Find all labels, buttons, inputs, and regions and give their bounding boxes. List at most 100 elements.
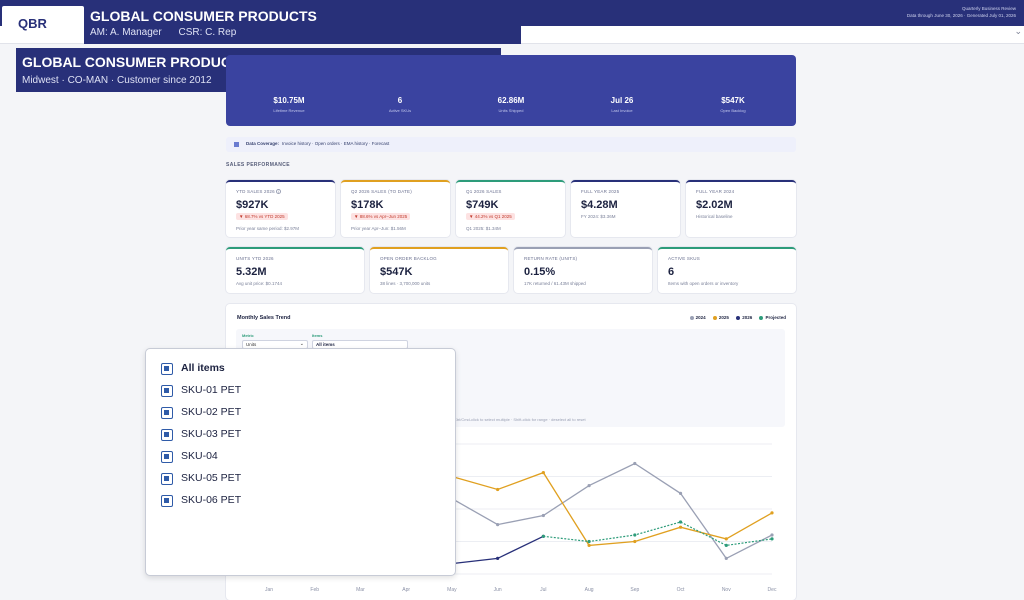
kpi-note: Items with open orders or inventory [668,281,739,286]
hero-stat: $547K Open Backlog [683,96,783,113]
kpi-label: Q1 2026 SALES [466,189,502,194]
customer-meta: Midwest · CO-MAN · Customer since 2012 [22,75,212,86]
chart-legend: 2024 2025 2026 Projected [684,315,786,320]
data-point [770,533,774,537]
hero-stat-value: Jul 26 [610,96,634,105]
customer-service-rep: CSR: C. Rep [178,27,237,38]
series-line-2024 [451,462,773,560]
hero-stat-value: $10.75M [273,96,305,105]
info-icon [234,142,239,147]
kpi-change-badge: ▼ 44.2% vs Q1 2025 [466,213,515,220]
x-tick-label: Mar [356,587,365,593]
data-point [541,534,545,538]
header-title: GLOBAL CONSUMER PRODUCTS [90,8,317,24]
data-point [541,471,545,475]
kpi-note: Historical baseline [696,214,733,219]
data-through: Data through June 30, 2026 · Generated J… [906,13,1016,18]
kpi-value: 5.32M [236,266,267,278]
hero-stat-label: Open Backlog [720,108,746,113]
kpi-value: $547K [380,266,413,278]
kpi-note: 38 lines · 3,700,000 units [380,281,431,286]
kpi-label: Q2 2026 SALES (TO DATE) [351,189,412,194]
data-point [496,556,500,560]
data-point [587,543,591,547]
kpi-value: 0.15% [524,266,556,278]
x-tick-label: Jun [494,587,502,593]
kpi-note: Q1 2025: $1.34M [466,226,501,231]
kpi-value: $178K [351,199,384,211]
data-point [724,556,728,560]
kpi-card: UNITS YTD 2026 5.32M Avg unit price: $0.… [226,247,364,293]
kpi-card: OPEN ORDER BACKLOG $547K 38 lines · 3,70… [370,247,508,293]
legend-item-2024[interactable]: 2024 [689,315,706,320]
kpi-card: Q2 2026 SALES (TO DATE) $178K ▼ 88.6% vs… [341,180,450,237]
checkbox-checked-icon[interactable] [161,495,173,507]
x-tick-label: Jul [540,587,546,593]
kpi-change-badge: ▼ 68.7% vs YTD 2025 [236,213,288,220]
data-point [678,491,683,495]
option-label: SKU-06 PET [181,494,242,506]
items-multiselect-value: All items [316,342,335,347]
report-meta: Quarterly Business Review Data through J… [907,5,1016,19]
legend-item-projected[interactable]: Projected [759,315,786,320]
hero-stat: 6 Active SKUs [350,96,450,113]
kpi-note: Prior year Apr–Jun: $1.56M [351,226,406,231]
metric-label: Metric [242,333,254,338]
hero-stat-label: Lifetime Revenue [273,108,305,113]
data-point [633,533,637,537]
x-tick-label: Nov [722,587,731,593]
legend-item-2025[interactable]: 2025 [712,315,729,320]
customer-name: GLOBAL CONSUMER PRODUCTS [22,54,249,70]
kpi-note: 17K returned / 61.43M shipped [524,281,586,286]
items-label: Items [312,333,323,338]
data-point [770,511,774,515]
chart-title: Monthly Sales Trend [237,315,291,321]
kpi-label-text: YTD SALES 2026 [236,189,275,194]
hero-stat: $10.75M Lifetime Revenue [239,96,339,113]
checkbox-checked-icon[interactable] [161,407,173,419]
kpi-card: Q1 2026 SALES $749K ▼ 44.2% vs Q1 2025 Q… [456,180,565,237]
hero-stat-label: Active SKUs [388,108,412,113]
data-point [496,487,500,492]
kpi-note: Avg unit price: $0.1744 [236,281,282,286]
kpi-value: $749K [466,199,499,211]
kpi-label: FULL YEAR 2024 [696,189,735,194]
checkbox-checked-icon[interactable] [161,451,173,463]
legend-item-2026[interactable]: 2026 [736,315,752,320]
hero-stat: Jul 26 Last Invoice [572,96,672,113]
data-coverage-banner: Data Coverage: Invoice history · Open ord… [226,137,796,152]
option-label: SKU-03 PET [181,428,242,440]
data-point [633,461,637,466]
data-point [770,537,774,541]
header-panel: GLOBAL CONSUMER PRODUCTS AM: A. Manager … [84,0,521,44]
series-line-projected [543,521,773,547]
chevron-down-icon[interactable]: ⌄ [1014,27,1022,37]
kpi-label: UNITS YTD 2026 [236,256,274,261]
coverage-label: Data Coverage: [246,141,280,146]
customer-region: Midwest [22,75,59,86]
logo-text: QBR [18,16,47,31]
kpi-card: RETURN RATE (UNITS) 0.15% 17K returned /… [514,247,652,293]
hero-stat-value: 6 [397,96,403,105]
customer-since: Customer since 2012 [117,75,212,86]
series-line-2026 [451,535,544,565]
chevron-down-icon: ⌄ [299,341,304,347]
kpi-label: RETURN RATE (UNITS) [524,256,578,261]
checkbox-checked-icon[interactable] [161,429,173,441]
checkbox-checked-icon[interactable] [161,385,173,397]
data-point [724,543,728,547]
kpi-note: FY 2024: $3.36M [581,214,616,219]
hero-stat-value: 62.86M [497,96,525,105]
x-tick-label: Dec [768,587,777,593]
info-icon[interactable]: i [276,189,282,194]
checkbox-checked-icon[interactable] [161,363,173,375]
data-point [724,537,728,541]
checkbox-checked-icon[interactable] [161,473,173,485]
kpi-label: ACTIVE SKUS [668,256,700,261]
qbr-logo: QBR [2,6,84,43]
x-tick-label: Sep [630,587,639,593]
option-label: SKU-02 PET [181,406,242,418]
option-label: SKU-01 PET [181,384,242,396]
kpi-change-badge: ▼ 88.6% vs Apr–Jun 2025 [351,213,411,220]
kpi-value: 6 [668,266,675,278]
